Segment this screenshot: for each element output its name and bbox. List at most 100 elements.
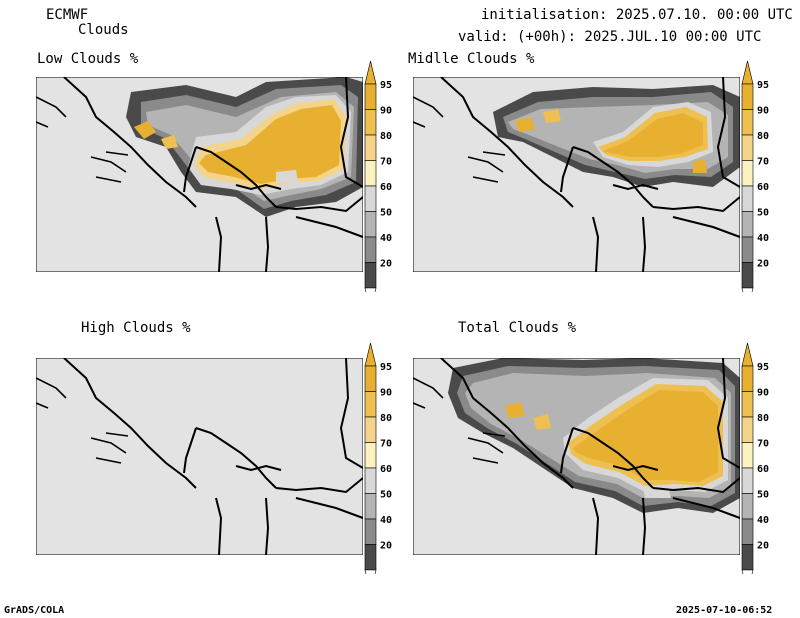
colorbar-segment	[364, 493, 377, 520]
coast-low	[36, 96, 129, 183]
map-middle-clouds	[413, 77, 740, 272]
colorbar-segment	[364, 83, 377, 110]
colorbar-tick-label: 50	[380, 490, 392, 501]
colorbar-segment	[364, 416, 377, 443]
map-total-clouds	[413, 358, 740, 555]
colorbar-low: 95 90 80 70 60 50 40 20	[364, 60, 400, 292]
colorbar-segment	[741, 211, 754, 238]
colorbar-segment	[741, 416, 754, 443]
colorbar-segment	[741, 134, 754, 161]
colorbar-tick-label: 95	[757, 362, 769, 373]
colorbar-tick-label: 20	[757, 259, 769, 270]
cloud-field-low	[126, 77, 363, 217]
colorbar-tick-label: 60	[757, 182, 769, 193]
colorbar-segment	[741, 83, 754, 110]
colorbar-segment	[741, 391, 754, 418]
colorbar-tick-label: 95	[757, 80, 769, 91]
colorbar-top-arrow	[741, 342, 754, 367]
colorbar-tick-label: 80	[757, 413, 769, 424]
colorbar-bottom-arrow	[741, 287, 754, 292]
colorbar-segment	[741, 185, 754, 212]
valid-label: valid: (+00h): 2025.JUL.10 00:00 UTC	[458, 29, 762, 45]
colorbar-segment	[364, 544, 377, 571]
colorbar-tick-label: 90	[757, 388, 769, 399]
panel-title-high: High Clouds %	[81, 320, 191, 336]
colorbar-segment	[741, 365, 754, 392]
product-label: Clouds	[78, 22, 129, 38]
colorbar-middle: 95 90 80 70 60 50 40 20	[741, 60, 777, 292]
colorbar-tick-label: 70	[380, 439, 392, 450]
colorbar-bottom-arrow	[364, 569, 377, 574]
colorbar-tick-label: 40	[757, 515, 769, 526]
colorbar-tick-label: 80	[380, 131, 392, 142]
footer-right-label: 2025-07-10-06:52	[676, 605, 773, 616]
colorbar-tick-label: 20	[757, 541, 769, 552]
colorbar-segment	[741, 467, 754, 494]
colorbar-segment	[364, 391, 377, 418]
colorbar-segment	[741, 493, 754, 520]
colorbar-tick-label: 40	[380, 233, 392, 244]
colorbar-top-arrow	[364, 342, 377, 367]
colorbar-segment	[364, 185, 377, 212]
colorbar-total: 95 90 80 70 60 50 40 20	[741, 342, 777, 574]
colorbar-segment	[364, 442, 377, 469]
colorbar-tick-label: 95	[380, 80, 392, 91]
colorbar-segment	[364, 160, 377, 187]
colorbar-segment	[741, 160, 754, 187]
colorbar-tick-label: 80	[380, 413, 392, 424]
model-label: ECMWF	[46, 7, 89, 23]
footer-left-label: GrADS/COLA	[4, 605, 65, 616]
colorbar-segment	[741, 518, 754, 545]
colorbar-tick-label: 80	[757, 131, 769, 142]
colorbar-bottom-arrow	[364, 287, 377, 292]
colorbar-tick-label: 40	[757, 233, 769, 244]
colorbar-segment	[364, 518, 377, 545]
panel-title-middle: Midlle Clouds %	[408, 51, 535, 67]
colorbar-tick-label: 60	[380, 182, 392, 193]
colorbar-tick-label: 95	[380, 362, 392, 373]
colorbar-segment	[364, 365, 377, 392]
borders-low	[63, 77, 363, 272]
colorbar-tick-label: 90	[757, 106, 769, 117]
colorbar-tick-label: 70	[757, 157, 769, 168]
init-label: initialisation: 2025.07.10. 00:00 UTC	[481, 7, 793, 23]
colorbar-segment	[741, 236, 754, 263]
colorbar-tick-label: 70	[380, 157, 392, 168]
colorbar-tick-label: 20	[380, 541, 392, 552]
panel-title-total: Total Clouds %	[458, 320, 577, 336]
colorbar-segment	[364, 134, 377, 161]
panel-title-low: Low Clouds %	[37, 51, 139, 67]
colorbar-segment	[364, 262, 377, 289]
cloud-field-total	[448, 358, 740, 513]
colorbar-high: 95 90 80 70 60 50 40 20	[364, 342, 400, 574]
colorbar-segment	[364, 109, 377, 136]
colorbar-tick-label: 70	[757, 439, 769, 450]
colorbar-segment	[741, 544, 754, 571]
colorbar-segment	[741, 109, 754, 136]
colorbar-top-arrow	[364, 60, 377, 85]
colorbar-tick-label: 90	[380, 388, 392, 399]
colorbar-bottom-arrow	[741, 569, 754, 574]
colorbar-top-arrow	[741, 60, 754, 85]
colorbar-tick-label: 50	[380, 208, 392, 219]
map-low-clouds	[36, 77, 363, 272]
map-high-clouds	[36, 358, 363, 555]
colorbar-tick-label: 90	[380, 106, 392, 117]
colorbar-tick-label: 50	[757, 208, 769, 219]
colorbar-tick-label: 50	[757, 490, 769, 501]
colorbar-segment	[364, 236, 377, 263]
colorbar-tick-label: 20	[380, 259, 392, 270]
borders-middle	[440, 77, 740, 272]
colorbar-segment	[741, 442, 754, 469]
borders-total	[440, 358, 740, 555]
colorbar-segment	[741, 262, 754, 289]
colorbar-segment	[364, 211, 377, 238]
coast-high	[36, 377, 129, 464]
cloud-field-middle	[493, 85, 740, 187]
colorbar-tick-label: 40	[380, 515, 392, 526]
coast-middle	[413, 96, 506, 183]
colorbar-tick-label: 60	[757, 464, 769, 475]
colorbar-tick-label: 60	[380, 464, 392, 475]
colorbar-segment	[364, 467, 377, 494]
borders-high	[63, 358, 363, 555]
